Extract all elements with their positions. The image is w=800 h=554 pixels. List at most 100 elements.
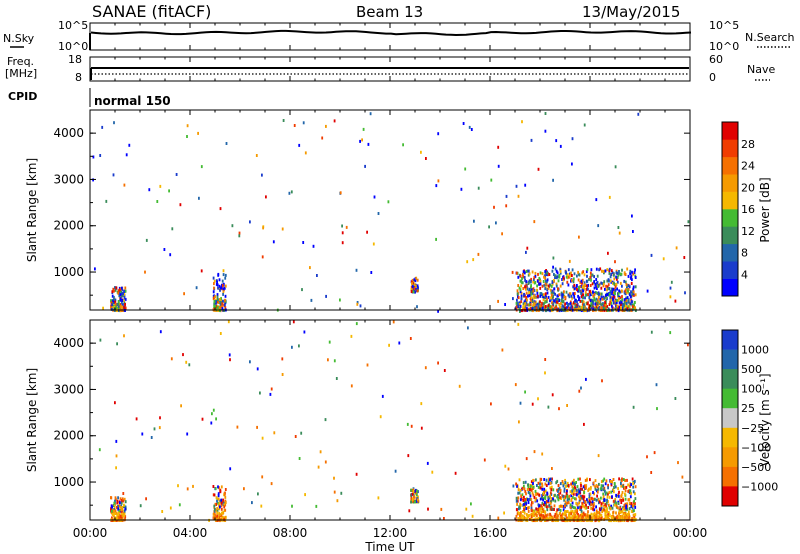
data-point <box>536 499 539 503</box>
data-point <box>522 275 524 279</box>
data-point <box>587 293 589 296</box>
power-colorbar-tick: 12 <box>741 225 755 238</box>
data-point <box>546 492 549 496</box>
data-point <box>545 500 548 503</box>
data-point <box>124 500 127 504</box>
data-point <box>574 486 577 490</box>
data-point <box>333 490 336 494</box>
data-point <box>555 512 558 516</box>
data-point <box>601 269 603 273</box>
data-point <box>220 485 223 489</box>
data-point <box>114 298 117 302</box>
data-point <box>224 501 227 504</box>
data-point <box>545 478 548 482</box>
data-point <box>537 481 540 485</box>
data-point <box>632 490 635 494</box>
data-point <box>558 407 560 411</box>
data-point <box>552 279 555 282</box>
data-point <box>592 291 595 295</box>
data-point <box>593 292 596 296</box>
data-point <box>544 270 547 274</box>
data-point <box>517 496 520 500</box>
data-point <box>590 268 593 272</box>
data-point <box>551 269 554 273</box>
data-point <box>536 279 539 283</box>
data-point <box>327 358 329 362</box>
power-ylabel: Slant Range [km] <box>25 158 39 262</box>
data-point <box>592 294 595 298</box>
data-point <box>298 457 301 460</box>
data-point <box>544 510 546 514</box>
data-point <box>609 301 611 305</box>
data-point <box>574 510 577 513</box>
data-point <box>110 301 113 305</box>
data-point <box>218 507 221 511</box>
data-point <box>634 497 637 501</box>
data-point <box>218 286 220 290</box>
data-point <box>528 497 531 501</box>
data-point <box>584 296 586 300</box>
data-point <box>539 305 541 309</box>
data-point <box>213 282 215 286</box>
data-point <box>628 501 631 505</box>
data-point <box>559 496 561 500</box>
data-point <box>530 506 533 510</box>
data-point <box>519 513 522 517</box>
data-point <box>631 291 633 295</box>
data-point <box>578 288 580 292</box>
data-point <box>597 454 600 458</box>
data-point <box>619 498 622 502</box>
data-point <box>595 291 597 295</box>
data-point <box>594 497 596 501</box>
data-point <box>111 509 113 513</box>
data-point <box>424 366 427 370</box>
data-point <box>539 282 542 286</box>
data-point <box>571 509 574 513</box>
data-point <box>117 302 120 306</box>
data-point <box>544 503 547 506</box>
data-point <box>532 289 535 293</box>
data-point <box>568 259 571 263</box>
data-point <box>315 504 318 508</box>
data-point <box>220 297 222 301</box>
data-point <box>629 269 632 273</box>
data-point <box>618 231 621 235</box>
data-point <box>571 501 574 505</box>
data-point <box>518 286 521 290</box>
data-point <box>216 511 218 515</box>
data-point <box>629 495 632 499</box>
data-point <box>301 288 303 292</box>
data-point <box>309 266 311 270</box>
data-point <box>124 505 127 509</box>
data-point <box>662 257 665 261</box>
data-point <box>567 501 570 505</box>
data-point <box>626 513 629 516</box>
data-point <box>592 513 595 517</box>
data-point <box>608 271 611 275</box>
data-point <box>112 287 115 291</box>
data-point <box>115 511 118 515</box>
data-point <box>629 271 631 275</box>
data-point <box>568 306 570 310</box>
data-point <box>613 281 615 285</box>
data-point <box>535 300 537 304</box>
data-point <box>324 460 327 464</box>
data-point <box>580 494 582 498</box>
data-point <box>590 506 593 510</box>
data-point <box>553 504 556 508</box>
data-point <box>519 274 522 278</box>
data-point <box>526 307 528 311</box>
data-point <box>628 498 631 501</box>
power-colorbar-tick: 28 <box>741 138 755 151</box>
data-point <box>549 283 552 287</box>
data-point <box>607 503 610 507</box>
data-point <box>593 508 596 512</box>
data-point <box>177 484 179 488</box>
data-point <box>262 226 264 230</box>
power-colorbar-segment <box>722 139 738 158</box>
data-point <box>416 289 419 293</box>
data-point <box>620 479 623 483</box>
data-point <box>588 495 591 499</box>
data-point <box>527 303 530 307</box>
data-point <box>568 494 571 498</box>
